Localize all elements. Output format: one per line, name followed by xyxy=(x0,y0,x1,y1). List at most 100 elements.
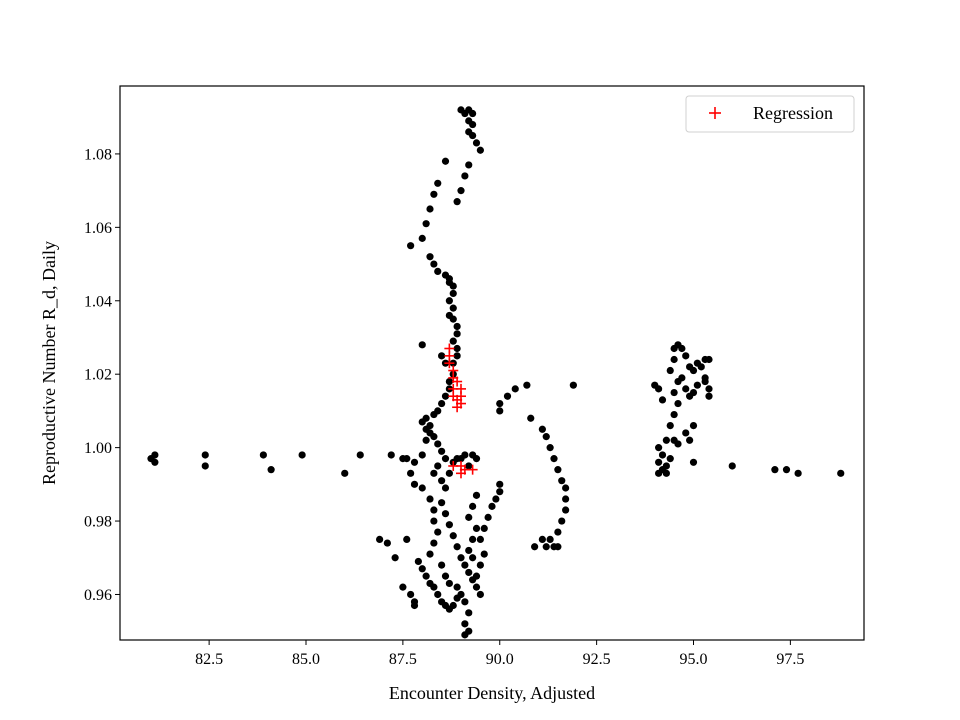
data-point xyxy=(465,546,473,555)
data-point xyxy=(449,304,457,312)
data-point xyxy=(441,455,450,463)
data-point xyxy=(422,436,430,444)
data-point xyxy=(484,513,492,521)
data-point xyxy=(655,469,663,477)
data-point xyxy=(837,469,845,477)
legend-label-regression: Regression xyxy=(753,103,833,123)
data-point xyxy=(472,524,481,532)
data-point xyxy=(434,590,442,599)
data-point xyxy=(689,388,698,397)
y-tick-label: 1.08 xyxy=(84,146,112,163)
data-point xyxy=(151,451,159,459)
data-point xyxy=(441,510,450,518)
data-point xyxy=(461,620,469,628)
data-point xyxy=(403,455,411,463)
data-point xyxy=(558,477,566,485)
data-point xyxy=(476,590,484,599)
data-point xyxy=(531,543,539,551)
data-point xyxy=(705,392,713,400)
legend-marker-regression xyxy=(709,107,721,119)
data-point xyxy=(418,484,426,492)
data-point xyxy=(705,385,713,393)
data-point xyxy=(410,458,419,466)
data-point xyxy=(434,528,442,536)
data-point xyxy=(441,484,450,492)
data-point xyxy=(453,583,461,591)
data-point xyxy=(383,539,391,547)
data-point xyxy=(538,425,546,433)
data-point xyxy=(476,146,484,154)
data-point xyxy=(453,594,461,602)
data-point xyxy=(496,488,504,496)
data-point xyxy=(426,205,434,213)
data-point xyxy=(558,517,566,525)
data-point xyxy=(693,381,701,389)
data-point xyxy=(438,399,446,408)
data-point xyxy=(445,469,453,477)
data-point xyxy=(794,469,802,477)
data-point xyxy=(480,550,488,558)
data-point xyxy=(728,462,736,470)
data-point xyxy=(449,282,457,290)
data-point xyxy=(476,561,484,569)
regression-point xyxy=(467,464,478,475)
data-point xyxy=(438,477,446,485)
data-point xyxy=(678,344,686,353)
data-point xyxy=(449,601,457,610)
data-point xyxy=(376,535,384,544)
data-point xyxy=(689,366,698,375)
data-point xyxy=(472,572,481,580)
data-point xyxy=(414,557,422,566)
data-point xyxy=(488,502,496,510)
data-point xyxy=(449,289,457,298)
data-point xyxy=(562,506,570,514)
data-point xyxy=(430,260,438,268)
data-point xyxy=(430,469,438,477)
y-axis: 0.96 0.98 1.00 1.02 1.04 1.06 1.08 xyxy=(84,146,120,604)
data-point xyxy=(469,120,477,129)
data-point xyxy=(538,535,546,544)
legend: Regression xyxy=(685,95,855,133)
data-point xyxy=(465,513,473,521)
data-point xyxy=(689,421,698,430)
data-point xyxy=(418,234,426,242)
data-point xyxy=(438,447,446,455)
data-point xyxy=(434,267,442,276)
data-point xyxy=(430,583,438,591)
data-point xyxy=(449,315,457,323)
data-point xyxy=(701,374,709,382)
data-point xyxy=(430,433,438,441)
data-point xyxy=(472,491,481,499)
data-points xyxy=(147,106,845,639)
data-point xyxy=(542,433,550,441)
data-point xyxy=(655,444,663,452)
data-point xyxy=(422,572,430,580)
data-point xyxy=(434,179,442,187)
data-point xyxy=(410,601,419,610)
data-point xyxy=(438,499,446,507)
data-point xyxy=(449,532,457,540)
data-point xyxy=(542,543,550,551)
data-point xyxy=(461,451,469,459)
y-tick-label: 1.02 xyxy=(84,367,112,384)
data-point xyxy=(682,385,690,393)
data-point xyxy=(670,410,678,419)
data-point xyxy=(461,172,469,180)
data-point xyxy=(469,131,477,140)
data-point xyxy=(441,392,450,400)
data-point xyxy=(678,374,686,382)
data-point xyxy=(430,410,438,419)
data-point xyxy=(496,480,504,488)
y-tick-label: 0.98 xyxy=(84,514,112,531)
data-point xyxy=(674,399,682,408)
data-point xyxy=(430,517,438,525)
data-point xyxy=(662,469,670,477)
data-point xyxy=(689,458,698,466)
data-point xyxy=(666,421,674,430)
data-point xyxy=(422,220,430,228)
data-point xyxy=(461,631,469,639)
data-point xyxy=(461,598,469,606)
data-point xyxy=(480,524,488,532)
data-point xyxy=(438,352,446,360)
data-point xyxy=(441,157,450,165)
